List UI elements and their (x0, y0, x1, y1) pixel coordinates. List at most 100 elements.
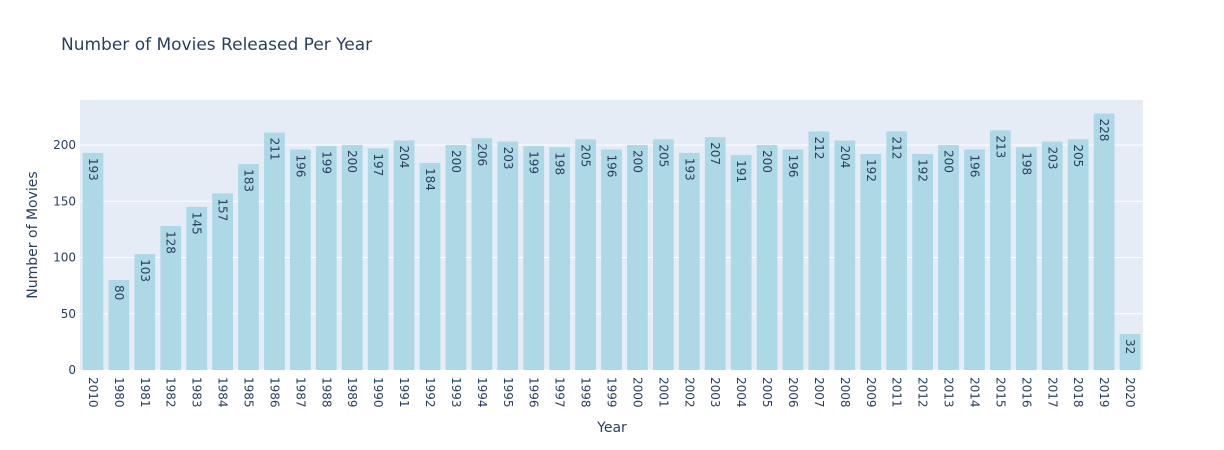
bar-value-label: 205 (656, 144, 670, 167)
x-tick-label: 1982 (164, 377, 178, 408)
y-tick-label: 0 (68, 363, 76, 377)
y-tick-label: 100 (53, 251, 76, 265)
bar-value-label: 197 (371, 153, 385, 176)
bar-1999 (601, 149, 622, 370)
bar-2017 (1041, 141, 1063, 370)
bar-value-label: 80 (112, 285, 126, 300)
bar-1998 (575, 139, 596, 370)
x-tick-label: 2012 (916, 377, 930, 408)
bar-value-label: 192 (916, 159, 930, 182)
bar-1994 (471, 138, 493, 370)
bar-value-label: 211 (267, 138, 281, 161)
bar-2014 (964, 149, 985, 370)
bar-1995 (497, 141, 519, 370)
x-tick-label: 2001 (656, 377, 670, 408)
x-tick-label: 2020 (1123, 377, 1137, 408)
bar-2001 (652, 139, 674, 370)
bar-value-label: 200 (449, 150, 463, 173)
bar-value-label: 212 (812, 137, 826, 160)
bar-2016 (1015, 147, 1037, 370)
bar-value-label: 203 (1045, 147, 1059, 170)
bar-value-label: 228 (1097, 119, 1111, 142)
bar-value-label: 145 (190, 212, 204, 235)
bar-1984 (212, 193, 233, 370)
y-axis-ticks: 0 50 100 150 200 (53, 138, 76, 377)
x-tick-label: 2017 (1045, 377, 1059, 408)
y-tick-label: 150 (53, 194, 76, 208)
x-tick-label: 1999 (605, 377, 619, 408)
x-tick-label: 1995 (501, 377, 515, 408)
bar-value-label: 128 (164, 231, 178, 254)
bar-2007 (808, 131, 830, 370)
bar-value-label: 203 (501, 147, 515, 170)
x-tick-label: 1988 (319, 377, 333, 408)
x-tick-label: 2004 (734, 377, 748, 408)
bar-value-label: 204 (838, 146, 852, 169)
y-tick-label: 200 (53, 138, 76, 152)
x-tick-label: 1991 (397, 377, 411, 408)
bar-value-label: 196 (786, 155, 800, 178)
bar-1991 (393, 140, 415, 370)
bar-2010 (82, 152, 104, 370)
x-tick-label: 1984 (216, 377, 230, 408)
x-tick-label: 1983 (190, 377, 204, 408)
bar-1996 (523, 146, 545, 370)
bar-2020 (1119, 334, 1141, 370)
x-tick-label: 1998 (579, 377, 593, 408)
bar-value-label: 206 (475, 143, 489, 166)
x-tick-label: 1985 (242, 377, 256, 408)
bar-value-label: 198 (1019, 152, 1033, 175)
bar-value-label: 199 (319, 151, 333, 174)
bar-1987 (290, 149, 311, 370)
x-tick-label: 2016 (1019, 377, 1033, 408)
x-tick-label: 2013 (942, 377, 956, 408)
x-tick-label: 1980 (112, 377, 126, 408)
bar-value-label: 200 (760, 150, 774, 173)
x-tick-label: 2011 (890, 377, 904, 408)
bar-1993 (445, 145, 467, 370)
x-tick-label: 1994 (475, 377, 489, 408)
x-tick-label: 1993 (449, 377, 463, 408)
x-tick-label: 1990 (371, 377, 385, 408)
bar-2006 (782, 149, 804, 370)
x-tick-label: 2015 (993, 377, 1007, 408)
bar-value-label: 200 (942, 150, 956, 173)
bar-1980 (108, 280, 130, 370)
x-tick-label: 2003 (708, 377, 722, 408)
x-tick-label: 1987 (293, 377, 307, 408)
bar-2003 (704, 137, 726, 370)
x-tick-label: 1989 (345, 377, 359, 408)
bar-value-label: 207 (708, 142, 722, 165)
bar-1983 (186, 206, 208, 370)
bar-2009 (860, 154, 882, 370)
bar-value-label: 103 (138, 259, 152, 282)
x-tick-label: 1986 (267, 377, 281, 408)
bar-2002 (678, 152, 700, 370)
x-tick-label: 2006 (786, 377, 800, 408)
bar-value-label: 196 (605, 155, 619, 178)
bar-2008 (834, 140, 856, 370)
bar-1989 (341, 145, 363, 370)
bar-1988 (315, 146, 337, 370)
x-tick-label: 1992 (423, 377, 437, 408)
bar-value-label: 204 (397, 146, 411, 169)
x-tick-label: 2007 (812, 377, 826, 408)
bar-1981 (134, 254, 156, 370)
bar-value-label: 192 (864, 159, 878, 182)
bar-value-label: 198 (553, 152, 567, 175)
bar-value-label: 200 (345, 150, 359, 173)
bar-value-label: 191 (734, 160, 748, 183)
x-tick-label: 2010 (86, 377, 100, 408)
x-tick-label: 1997 (553, 377, 567, 408)
bar-value-label: 183 (242, 169, 256, 192)
x-tick-label: 2014 (967, 377, 981, 408)
bar-2019 (1093, 113, 1115, 370)
bar-2004 (730, 155, 752, 370)
x-tick-label: 1981 (138, 377, 152, 408)
x-tick-label: 2019 (1097, 377, 1111, 408)
bar-1986 (264, 132, 285, 370)
bar-2015 (990, 130, 1011, 370)
bar-2000 (627, 145, 648, 370)
